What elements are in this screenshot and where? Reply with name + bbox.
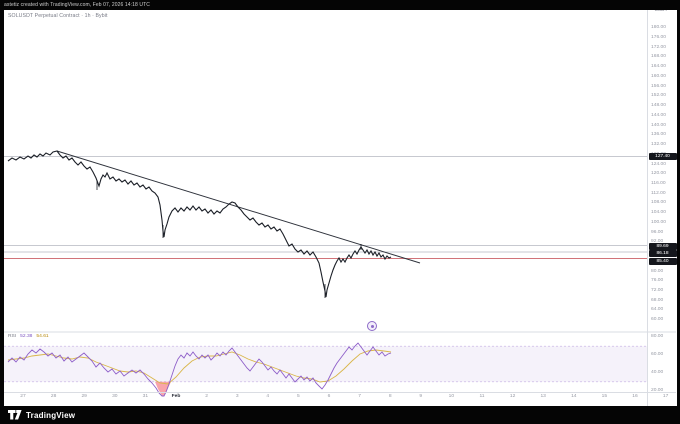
- price-level-badge: 89.69: [648, 242, 677, 250]
- time-tick-label: 27: [20, 393, 26, 399]
- attribution-text: astetiz created with TradingView.com, Fe…: [4, 1, 150, 8]
- price-tick-label: 92.00: [651, 239, 664, 245]
- price-tick-label: 104.00: [651, 210, 666, 216]
- time-tick-label: Feb: [171, 393, 181, 399]
- rsi-legend[interactable]: RSI 52.38 54.61: [8, 334, 49, 339]
- footer-bar: TradingView: [0, 406, 680, 424]
- time-tick-label: 12: [509, 393, 516, 399]
- drawing-anchor-icon[interactable]: [367, 321, 377, 331]
- time-tick-label: 16: [632, 393, 638, 399]
- time-tick-label: 28: [50, 393, 57, 399]
- tradingview-logo-icon: [8, 410, 22, 420]
- price-tick-label: 76.00: [651, 278, 664, 284]
- price-tick-label: 144.00: [651, 112, 666, 118]
- price-tick-label: 156.00: [651, 83, 666, 89]
- price-tick-label: 100.00: [651, 219, 666, 225]
- time-tick-label: 17: [662, 393, 669, 399]
- rsi-tick-label: 20.00: [651, 387, 664, 393]
- price-tick-label: 60.00: [651, 317, 664, 323]
- price-tick-label: 180.00: [651, 25, 666, 31]
- price-tick-label: 136.00: [651, 132, 666, 138]
- price-tick-label: 116.00: [651, 180, 666, 186]
- price-tick-label: 168.00: [651, 54, 666, 60]
- price-tick-label: 164.00: [651, 64, 666, 70]
- price-tick-label: 148.00: [651, 103, 666, 109]
- time-tick-label: 11: [479, 393, 485, 399]
- time-tick-label: 9: [419, 393, 423, 399]
- price-tick-label: 152.00: [651, 93, 666, 99]
- rsi-tick-label: 40.00: [651, 369, 664, 375]
- price-tick-label: 68.00: [651, 297, 664, 303]
- price-tick-label: 108.00: [651, 200, 666, 206]
- rsi-tick-label: 80.00: [651, 334, 664, 340]
- symbol-title[interactable]: SOLUSDT Perpetual Contract · 1h · Bybit: [8, 12, 108, 19]
- price-tick-label: 72.00: [651, 288, 664, 293]
- time-tick-label: 7: [358, 393, 361, 399]
- price-tick-label: 120.00: [651, 171, 666, 177]
- price-tick-label: 96.00: [651, 229, 664, 235]
- time-tick-label: 13: [540, 393, 546, 399]
- time-tick-label: 2: [205, 393, 208, 399]
- time-tick-label: 8: [388, 393, 392, 399]
- axis-currency-label: USDT: [654, 7, 668, 13]
- price-level-badge: 86.18: [648, 250, 677, 257]
- rsi-value: 52.38: [20, 333, 33, 339]
- price-tick-label: 132.00: [651, 142, 666, 148]
- rsi-ma-value: 54.61: [36, 333, 49, 339]
- price-level-badge: 85.40: [648, 257, 677, 265]
- price-tick-label: 160.00: [651, 73, 666, 79]
- time-tick-label: 29: [81, 393, 87, 399]
- chart-canvas[interactable]: [3, 10, 677, 406]
- time-tick-label: 15: [601, 393, 608, 399]
- attribution-bar: astetiz created with TradingView.com, Fe…: [0, 0, 680, 10]
- footer-brand-text[interactable]: TradingView: [26, 410, 76, 420]
- rsi-label: RSI: [8, 333, 17, 339]
- price-tick-label: 64.00: [651, 307, 664, 313]
- time-tick-label: 10: [448, 393, 455, 399]
- time-tick-label: 3: [235, 393, 239, 399]
- time-tick-label: 30: [112, 393, 118, 399]
- price-tick-label: 80.00: [651, 268, 664, 274]
- price-level-badge: 127.40: [648, 153, 677, 160]
- time-tick-label: 14: [571, 393, 577, 399]
- time-tick-label: 31: [142, 393, 149, 399]
- rsi-tick-label: 60.00: [651, 352, 664, 358]
- time-tick-label: 5: [297, 393, 300, 399]
- price-tick-label: 112.00: [651, 190, 666, 196]
- time-tick-label: 4: [266, 393, 270, 399]
- price-tick-label: 176.00: [651, 35, 666, 41]
- time-tick-label: 6: [327, 393, 331, 399]
- price-tick-label: 140.00: [651, 122, 666, 128]
- price-tick-label: 124.00: [651, 161, 666, 167]
- price-tick-label: 172.00: [651, 44, 666, 50]
